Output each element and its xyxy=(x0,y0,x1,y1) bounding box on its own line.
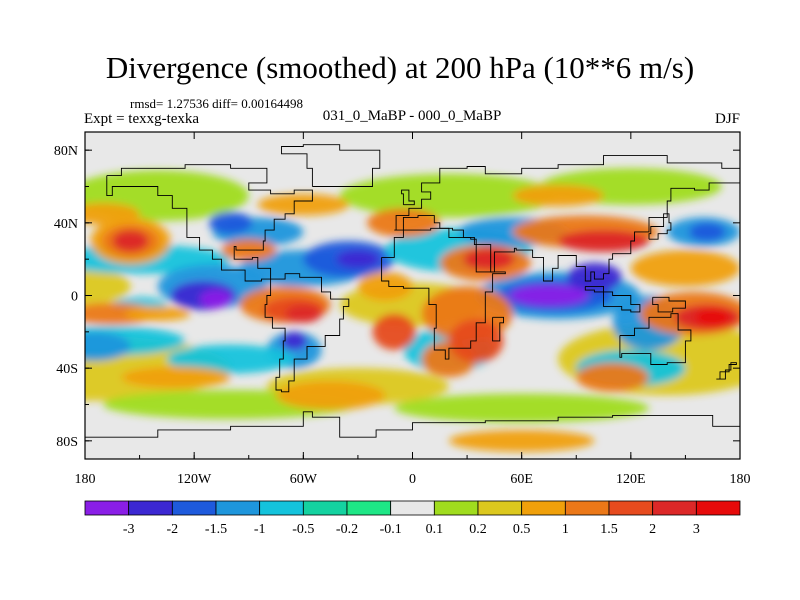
new-guinea-coast xyxy=(652,296,686,313)
field-blob xyxy=(372,313,417,350)
colorbar-label: 2 xyxy=(649,522,656,537)
field-blobs xyxy=(85,168,740,452)
field-blob xyxy=(689,222,726,241)
greenland-coast xyxy=(281,144,381,187)
field-blob xyxy=(85,331,131,361)
colorbar-swatch xyxy=(215,500,261,516)
field-blob xyxy=(276,380,386,410)
x-tick-label: 120E xyxy=(616,472,646,487)
colorbar: -3 -2 -1.5 -1 -0.5 -0.2 -0.1 0.1 0.2 0.5 1 1.5 2 3 xyxy=(84,500,741,537)
uk-coast xyxy=(401,189,415,206)
rmsd-stats: rmsd= 1.27536 diff= 0.00164498 xyxy=(130,96,303,111)
field-blob xyxy=(125,306,191,322)
new-zealand-coast xyxy=(716,362,737,380)
field-blob xyxy=(509,284,589,307)
eurasia-coast xyxy=(394,155,740,282)
colorbar-label: -0.5 xyxy=(292,522,314,537)
field-blob xyxy=(394,393,650,423)
africa-coast xyxy=(381,227,506,360)
field-blob xyxy=(121,366,231,389)
colorbar-label: 3 xyxy=(693,522,700,537)
season-label: DJF xyxy=(714,111,740,127)
colorbar-swatch xyxy=(390,500,435,516)
colorbar-swatch xyxy=(433,500,479,516)
x-tick-label: 180 xyxy=(75,472,96,487)
colorbar-label: -2 xyxy=(166,522,178,537)
x-tick-label: 60W xyxy=(290,472,318,487)
y-tick-label: 80S xyxy=(56,435,78,450)
colorbar-label: -0.2 xyxy=(336,522,358,537)
field-blob xyxy=(199,290,233,309)
experiment-subtitle: 031_0_MaBP - 000_0_MaBP xyxy=(322,108,502,124)
coastlines xyxy=(85,144,740,438)
colorbar-swatch xyxy=(84,500,130,516)
madagascar-coast xyxy=(492,316,504,342)
colorbar-swatch xyxy=(477,500,523,516)
y-axis: 80N 40N 0 40S 80S xyxy=(54,144,740,450)
colorbar-swatch xyxy=(346,500,392,516)
north-america-coast xyxy=(106,164,313,282)
field-blob xyxy=(357,271,413,301)
indonesia-coast xyxy=(584,285,641,313)
y-tick-label: 0 xyxy=(71,290,78,305)
chart-title: Divergence (smoothed) at 200 hPa (10**6 … xyxy=(105,50,695,85)
field-blob xyxy=(281,331,307,350)
colorbar-swatch xyxy=(608,500,654,516)
y-tick-label: 40N xyxy=(54,217,78,232)
field-blob xyxy=(512,184,604,207)
field-blob xyxy=(85,202,140,225)
field-blob xyxy=(166,344,295,374)
colorbar-label: -1 xyxy=(254,522,266,537)
colorbar-label: -3 xyxy=(123,522,135,537)
experiment-label: Expt = texxg-texka xyxy=(84,111,200,127)
colorbar-swatch xyxy=(695,500,741,516)
x-axis: 180 120W 60W 0 60E 120E 180 xyxy=(75,132,751,487)
x-tick-label: 60E xyxy=(510,472,533,487)
field-blob xyxy=(694,308,731,327)
field-blob xyxy=(285,304,322,323)
colorbar-swatch xyxy=(521,500,566,516)
south-america-coast xyxy=(264,273,350,393)
australia-coast xyxy=(619,313,692,365)
colorbar-swatch xyxy=(171,500,217,516)
colorbar-swatch xyxy=(564,500,610,516)
colorbar-label: -1.5 xyxy=(205,522,227,537)
japan-coast xyxy=(648,213,672,240)
field-blob xyxy=(448,429,595,452)
colorbar-swatch xyxy=(652,500,697,516)
field-blob xyxy=(208,211,253,234)
colorbar-swatch xyxy=(302,500,348,516)
field-blob xyxy=(339,173,559,218)
field-blob xyxy=(85,268,131,305)
x-tick-label: 0 xyxy=(409,472,416,487)
field-blob xyxy=(630,250,740,287)
colorbar-swatch xyxy=(128,500,173,516)
colorbar-label: 0.5 xyxy=(513,522,531,537)
antarctica-coast xyxy=(85,411,740,438)
field-blob xyxy=(112,230,149,252)
y-tick-label: 80N xyxy=(54,144,78,159)
colorbar-label: 0.2 xyxy=(469,522,487,537)
colorbar-label: 1 xyxy=(562,522,569,537)
y-tick-label: 40S xyxy=(56,362,78,377)
x-tick-label: 180 xyxy=(730,472,751,487)
field-blob xyxy=(336,250,380,269)
field-blob xyxy=(558,230,649,252)
divergence-field xyxy=(85,168,740,452)
field-blob xyxy=(257,193,349,216)
colorbar-label: 0.1 xyxy=(426,522,444,537)
colorbar-swatch xyxy=(259,500,304,516)
field-blob xyxy=(576,362,649,392)
x-tick-label: 120W xyxy=(177,472,212,487)
colorbar-label: 1.5 xyxy=(600,522,618,537)
colorbar-label: -0.1 xyxy=(380,522,402,537)
